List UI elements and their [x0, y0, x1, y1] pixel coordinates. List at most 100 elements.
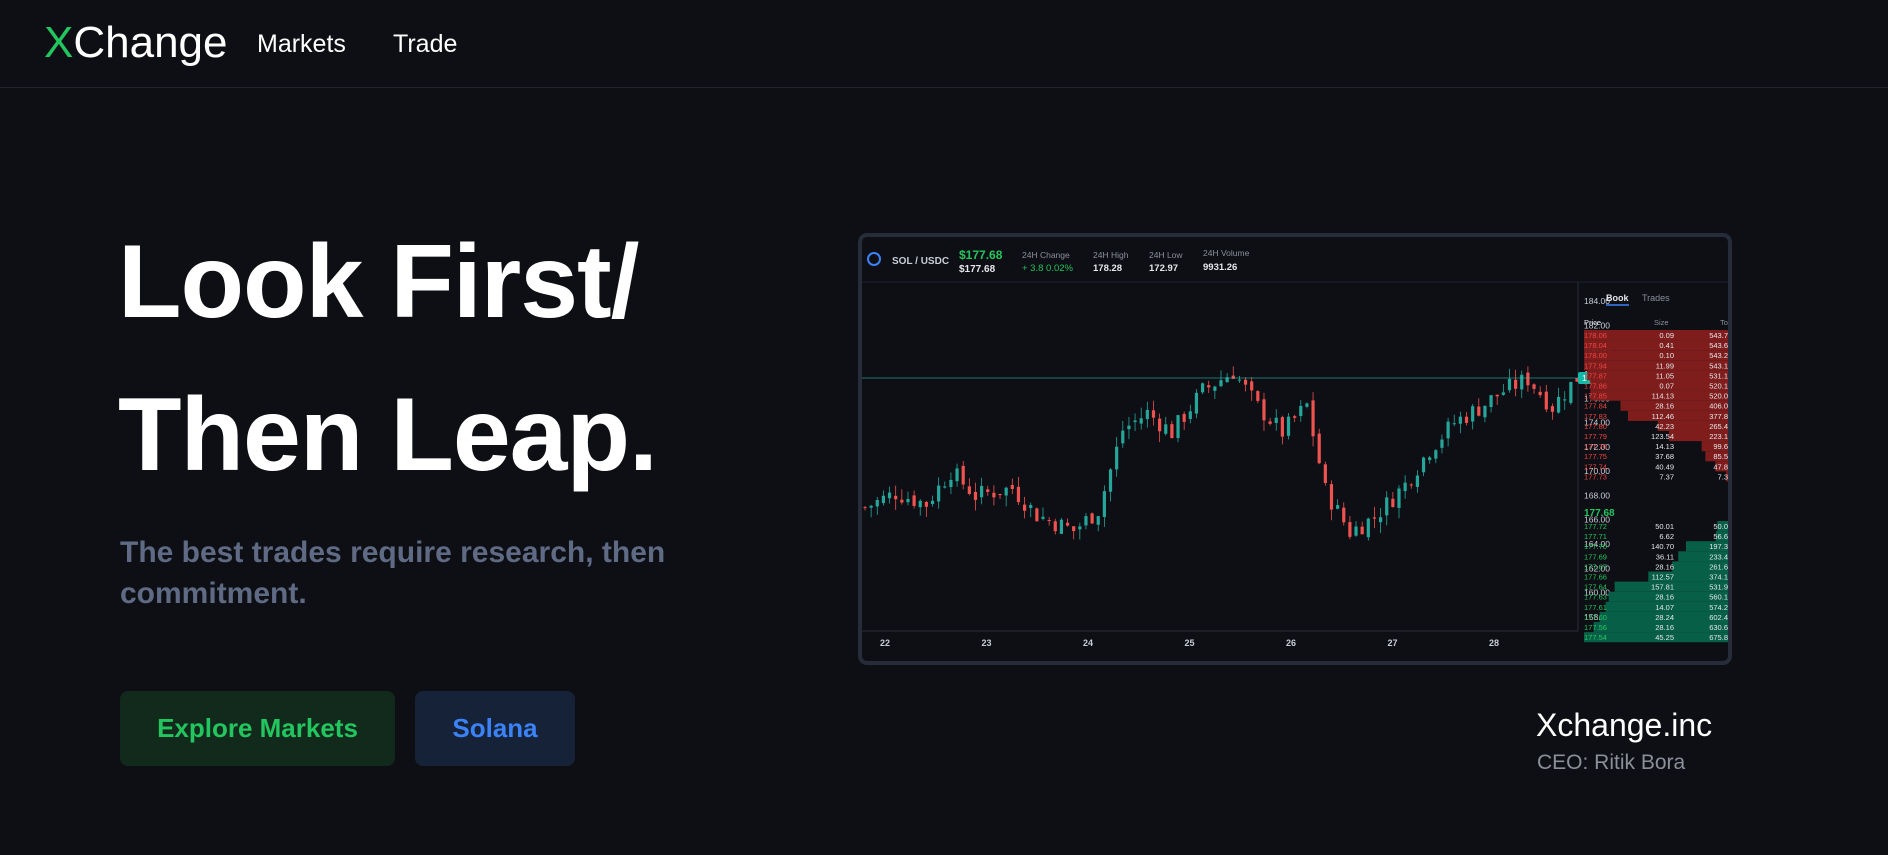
- candle-body: [955, 468, 959, 482]
- candle-body: [1305, 403, 1309, 407]
- candle-body: [1127, 425, 1131, 430]
- book-total: 223.1: [1709, 432, 1728, 441]
- candle-body: [1336, 505, 1340, 509]
- candle-body: [1354, 526, 1358, 536]
- candle-body: [1084, 516, 1088, 526]
- x-tick-label: 26: [1286, 638, 1296, 648]
- candle-body: [1059, 519, 1064, 534]
- candle-body: [912, 495, 916, 506]
- candle-body: [1133, 420, 1137, 423]
- candle-body: [1501, 392, 1505, 395]
- solana-button[interactable]: Solana: [415, 691, 575, 766]
- hero-title-line1: Look First/: [118, 224, 640, 340]
- book-price: 177.71: [1584, 532, 1607, 541]
- explore-markets-button[interactable]: Explore Markets: [120, 691, 395, 766]
- candle-body: [1274, 417, 1278, 424]
- x-tick-label: 25: [1185, 638, 1195, 648]
- tab-book[interactable]: Book: [1606, 293, 1629, 303]
- book-total: 543.6: [1709, 341, 1728, 350]
- candle-body: [1507, 378, 1512, 391]
- book-total: 602.4: [1709, 613, 1728, 622]
- stat-label: 24H Low: [1149, 250, 1183, 260]
- hero-subtitle: The best trades require research, then c…: [120, 536, 666, 610]
- book-size: 28.16: [1655, 623, 1674, 632]
- book-size: 140.70: [1651, 542, 1674, 551]
- candle-body: [1170, 424, 1174, 439]
- depth-bar: [1614, 581, 1728, 592]
- depth-bar: [1584, 330, 1728, 341]
- candle-body: [1035, 508, 1039, 522]
- depth-bar: [1715, 531, 1728, 542]
- book-total: 574.2: [1709, 603, 1728, 612]
- depth-bar: [1587, 370, 1728, 381]
- x-tick-label: 24: [1083, 638, 1093, 648]
- book-size: 11.99: [1656, 361, 1674, 370]
- candle-body: [1520, 374, 1524, 390]
- candle-body: [1090, 513, 1094, 524]
- trading-preview: SOL / USDC $177.68 $177.68 24H Change + …: [858, 233, 1732, 665]
- candle-body: [1348, 522, 1352, 537]
- candle-body: [1372, 517, 1377, 519]
- candle-body: [1452, 423, 1456, 425]
- book-mid-price: 177.68: [1584, 508, 1615, 519]
- ceo-credit: CEO: Ritik Bora: [1537, 751, 1686, 774]
- top-nav: XChange Markets Trade: [0, 0, 1888, 88]
- candle-body: [1243, 379, 1248, 385]
- candle-body: [1366, 518, 1370, 538]
- depth-bar: [1717, 521, 1728, 532]
- book-total: 520.1: [1709, 382, 1728, 391]
- depth-bar: [1590, 390, 1728, 401]
- book-size: 36.11: [1656, 552, 1674, 561]
- candle-body: [1421, 457, 1426, 473]
- book-price: 177.76: [1584, 442, 1607, 451]
- book-total: 531.1: [1709, 371, 1728, 380]
- book-price: 177.54: [1584, 633, 1607, 642]
- depth-bar: [1590, 380, 1728, 391]
- candle-body: [869, 505, 873, 508]
- candle-body: [1207, 385, 1211, 388]
- candle-body: [930, 500, 935, 505]
- candle-body: [1029, 505, 1033, 509]
- tab-trades[interactable]: Trades: [1642, 293, 1670, 303]
- book-total: 543.7: [1709, 331, 1728, 340]
- depth-bar: [1648, 571, 1728, 582]
- book-total: 7.3: [1718, 472, 1728, 481]
- candle-body: [924, 501, 928, 507]
- candle-body: [1342, 507, 1346, 523]
- candle-body: [1225, 377, 1229, 383]
- candle-body: [1323, 464, 1327, 484]
- stat-value: 9931.26: [1203, 262, 1237, 273]
- stat-value: 172.97: [1149, 263, 1178, 274]
- depth-bar: [1620, 400, 1728, 411]
- candle-body: [881, 495, 886, 504]
- book-size: 6.62: [1659, 532, 1674, 541]
- nav-link-trade[interactable]: Trade: [393, 30, 458, 58]
- candle-body: [906, 498, 910, 503]
- book-total: 543.1: [1709, 361, 1728, 370]
- book-price: 177.67: [1584, 562, 1607, 571]
- candle-body: [875, 500, 879, 507]
- candle-body: [1538, 391, 1542, 396]
- book-size: 0.09: [1659, 331, 1674, 340]
- nav-link-markets[interactable]: Markets: [257, 30, 346, 58]
- book-size: 50.01: [1655, 522, 1674, 531]
- book-total: 675.8: [1709, 633, 1728, 642]
- candle-body: [1053, 521, 1057, 532]
- book-total: 85.5: [1713, 452, 1728, 461]
- candle-body: [1569, 381, 1573, 403]
- brand-logo[interactable]: XChange: [44, 18, 228, 68]
- book-total: 630.6: [1709, 623, 1728, 632]
- book-price: 177.69: [1584, 552, 1607, 561]
- book-total: 99.6: [1713, 442, 1728, 451]
- candle-body: [1495, 394, 1499, 397]
- candle-body: [918, 500, 922, 508]
- candle-body: [1464, 416, 1469, 423]
- book-size: 114.13: [1652, 392, 1674, 401]
- book-price: 177.84: [1584, 402, 1607, 411]
- depth-bar: [1584, 350, 1728, 361]
- candle-body: [980, 485, 984, 498]
- candle-body: [1317, 433, 1321, 464]
- stat-value: 178.28: [1093, 263, 1122, 274]
- candle-body: [1096, 516, 1100, 525]
- book-size: 28.16: [1655, 402, 1674, 411]
